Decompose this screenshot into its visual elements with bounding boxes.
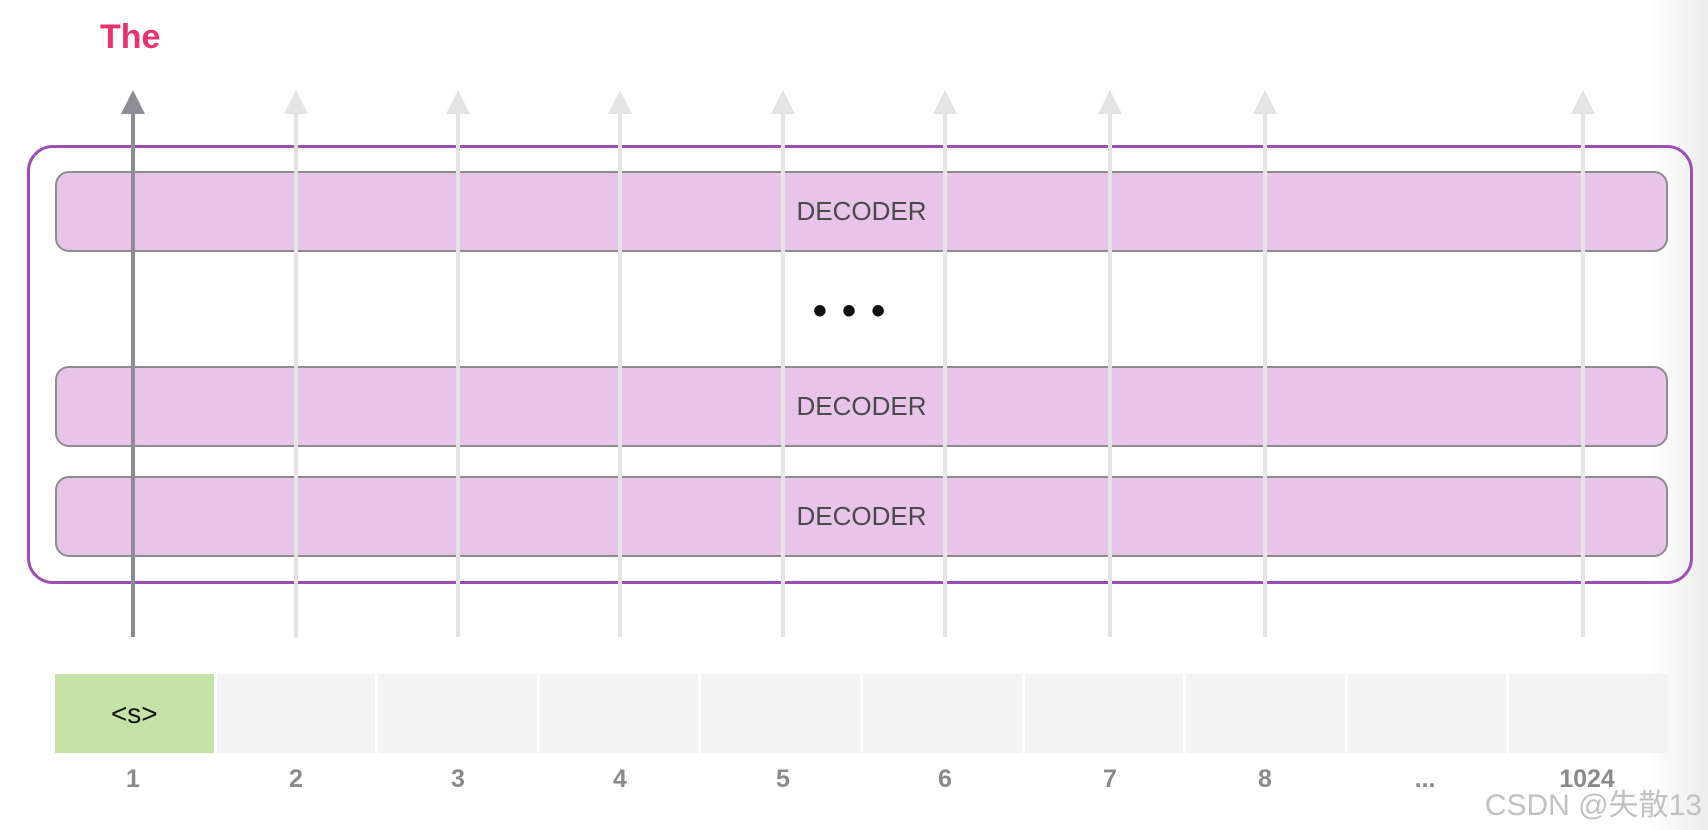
csdn-watermark: CSDN @失散13 bbox=[1484, 789, 1702, 822]
token-cell-empty bbox=[539, 674, 699, 753]
decoder-label: DECODER bbox=[796, 391, 927, 421]
token-cell-empty bbox=[378, 674, 537, 753]
decoder-stack-frame bbox=[27, 145, 1693, 584]
position-label-1: 1 bbox=[126, 765, 140, 793]
position-label-2: 2 bbox=[289, 765, 303, 793]
decoder-block-bottom: DECODER bbox=[55, 476, 1668, 557]
decoder-label: DECODER bbox=[796, 196, 927, 226]
position-label-4: 4 bbox=[613, 765, 627, 793]
token-cell-empty bbox=[701, 674, 860, 753]
position-label-5: 5 bbox=[776, 765, 790, 793]
token-cell-start: <s> bbox=[55, 674, 214, 753]
token-cell-empty bbox=[1186, 674, 1345, 753]
position-label-3: 3 bbox=[451, 765, 465, 793]
token-cell-empty bbox=[216, 674, 376, 753]
decoder-label: DECODER bbox=[796, 501, 927, 531]
output-token-label: The bbox=[100, 18, 161, 56]
position-label-7: 7 bbox=[1103, 765, 1117, 793]
input-token-row: <s> bbox=[55, 674, 1668, 753]
decoder-block-top: DECODER bbox=[55, 171, 1668, 252]
position-label-6: 6 bbox=[938, 765, 952, 793]
ellipsis-dots: • • • bbox=[812, 289, 888, 333]
token-cell-empty bbox=[1347, 674, 1507, 753]
decoder-block-middle: DECODER bbox=[55, 366, 1668, 447]
token-cell-empty bbox=[1509, 674, 1668, 753]
token-cell-empty bbox=[1024, 674, 1184, 753]
position-label-8: 8 bbox=[1258, 765, 1272, 793]
position-label-ellipsis: ... bbox=[1414, 765, 1436, 793]
token-cell-empty bbox=[862, 674, 1022, 753]
position-label-1024: 1024 bbox=[1559, 765, 1615, 793]
